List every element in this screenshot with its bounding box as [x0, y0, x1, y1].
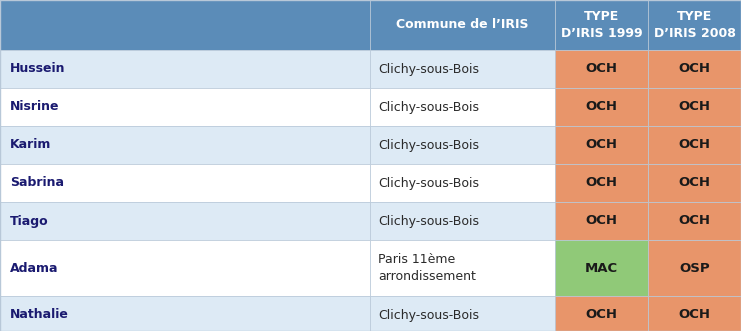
Text: OCH: OCH [585, 101, 617, 114]
Text: Commune de l’IRIS: Commune de l’IRIS [396, 19, 529, 31]
Bar [0, 296, 370, 331]
Text: TYPE
D’IRIS 1999: TYPE D’IRIS 1999 [561, 10, 642, 40]
Bar [370, 88, 555, 126]
Bar [0, 164, 370, 202]
Bar [370, 296, 555, 331]
Text: Clichy-sous-Bois: Clichy-sous-Bois [378, 176, 479, 190]
Bar [648, 240, 741, 296]
Bar [648, 202, 741, 240]
Bar [648, 88, 741, 126]
Bar [555, 50, 648, 88]
Bar [648, 126, 741, 164]
Bar [555, 88, 648, 126]
Text: Clichy-sous-Bois: Clichy-sous-Bois [378, 138, 479, 152]
Bar [0, 202, 370, 240]
Text: Tiago: Tiago [10, 214, 49, 227]
Bar [370, 0, 555, 50]
Bar [370, 240, 555, 296]
Bar [370, 126, 555, 164]
Bar [0, 0, 370, 50]
Bar [0, 50, 370, 88]
Bar [555, 240, 648, 296]
Bar [648, 296, 741, 331]
Text: OCH: OCH [585, 308, 617, 321]
Text: OCH: OCH [679, 63, 711, 75]
Text: OCH: OCH [679, 308, 711, 321]
Text: Nisrine: Nisrine [10, 101, 59, 114]
Bar [555, 126, 648, 164]
Bar [370, 50, 555, 88]
Text: OCH: OCH [585, 138, 617, 152]
Text: OCH: OCH [585, 176, 617, 190]
Text: Nathalie: Nathalie [10, 308, 69, 321]
Bar [648, 164, 741, 202]
Bar [648, 50, 741, 88]
Bar [555, 164, 648, 202]
Text: MAC: MAC [585, 261, 618, 274]
Text: OCH: OCH [585, 63, 617, 75]
Text: OCH: OCH [585, 214, 617, 227]
Text: OCH: OCH [679, 176, 711, 190]
Text: Clichy-sous-Bois: Clichy-sous-Bois [378, 214, 479, 227]
Text: Adama: Adama [10, 261, 59, 274]
Bar [555, 296, 648, 331]
Text: Hussein: Hussein [10, 63, 65, 75]
Text: Clichy-sous-Bois: Clichy-sous-Bois [378, 101, 479, 114]
Text: Sabrina: Sabrina [10, 176, 64, 190]
Bar [555, 202, 648, 240]
Text: OSP: OSP [679, 261, 710, 274]
Text: OCH: OCH [679, 138, 711, 152]
Text: Clichy-sous-Bois: Clichy-sous-Bois [378, 63, 479, 75]
Text: OCH: OCH [679, 214, 711, 227]
Bar [370, 202, 555, 240]
Text: Paris 11ème
arrondissement: Paris 11ème arrondissement [378, 253, 476, 283]
Bar [0, 240, 370, 296]
Text: TYPE
D’IRIS 2008: TYPE D’IRIS 2008 [654, 10, 735, 40]
Text: Clichy-sous-Bois: Clichy-sous-Bois [378, 308, 479, 321]
Bar [648, 0, 741, 50]
Text: Karim: Karim [10, 138, 51, 152]
Bar [0, 126, 370, 164]
Bar [370, 164, 555, 202]
Bar [555, 0, 648, 50]
Text: OCH: OCH [679, 101, 711, 114]
Bar [0, 88, 370, 126]
